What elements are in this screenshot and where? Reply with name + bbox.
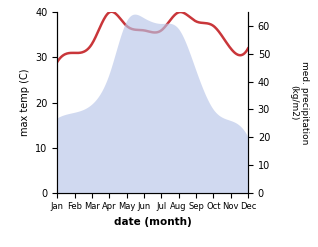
X-axis label: date (month): date (month) bbox=[114, 217, 191, 227]
Y-axis label: med. precipitation
(kg/m2): med. precipitation (kg/m2) bbox=[290, 61, 309, 144]
Y-axis label: max temp (C): max temp (C) bbox=[20, 69, 30, 136]
